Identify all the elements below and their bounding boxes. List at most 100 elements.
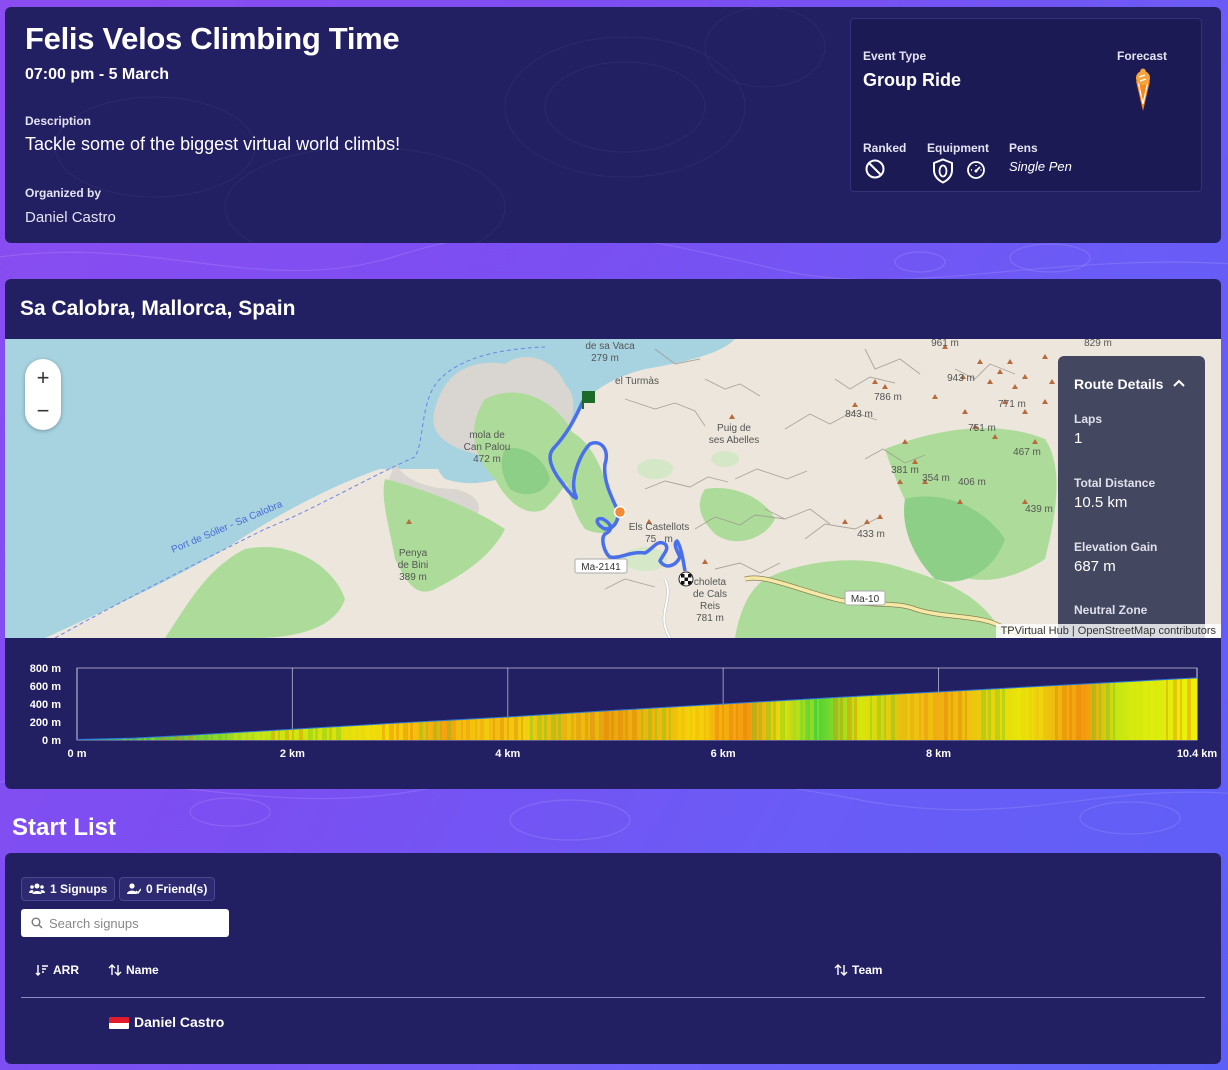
x-tick-label: 6 km [711, 748, 736, 760]
event-title: Felis Velos Climbing Time [25, 21, 400, 56]
elevation-line [76, 677, 1198, 741]
elevation-profile-chart: 800 m 600 m 400 m 200 m 0 m 0 m 2 km 4 km 6 km 8… [30, 663, 1218, 760]
map-label-mola-h: 472 m [473, 454, 501, 465]
signups-badge[interactable]: 1 Signups [21, 877, 116, 901]
x-tick-label: 8 km [926, 748, 951, 760]
x-tick-label: 0 m [68, 748, 87, 760]
map-label-mola: mola de [469, 430, 505, 441]
friends-count: 0 Friend(s) [146, 882, 208, 896]
event-type-label: Event Type [863, 49, 927, 63]
indonesia-flag-icon [109, 1017, 129, 1029]
map-label-354: 354 m [922, 473, 950, 484]
map-label-433: 433 m [857, 529, 885, 540]
laps-value: 1 [1074, 430, 1083, 447]
map-canvas: de sa Vaca 279 m el Turmàs mola de Can P… [5, 339, 1112, 638]
map-label-sa-vaca: de sa Vaca [585, 341, 635, 352]
map-label-786: 786 m [874, 392, 902, 403]
total-distance-value: 10.5 km [1074, 494, 1128, 511]
map-attribution[interactable]: TPVirtual Hub | OpenStreetMap contributo… [995, 624, 1221, 638]
map-label-choleta2: de Cals [693, 589, 727, 600]
sort-descending-icon [35, 965, 48, 976]
map-label-choleta-h: 781 m [696, 613, 724, 624]
y-tick-label: 400 m [30, 699, 61, 711]
start-list-title: Start List [12, 814, 117, 841]
neutral-zone-label: Neutral Zone [1074, 603, 1148, 617]
zoom-out-button[interactable]: − [36, 398, 50, 423]
search-icon [31, 917, 43, 929]
route-map[interactable]: de sa Vaca 279 m el Turmàs mola de Can P… [5, 339, 1221, 638]
y-tick-label: 800 m [30, 663, 61, 675]
gauge-icon [967, 161, 985, 179]
map-label-843: 843 m [845, 409, 873, 420]
start-flag-icon [582, 391, 595, 409]
sort-arr-header[interactable]: ARR [35, 963, 79, 977]
route-location: Sa Calobra, Mallorca, Spain [20, 297, 296, 320]
x-tick-label: 4 km [495, 748, 520, 760]
map-label-castellots-h: 75_ m [645, 534, 673, 545]
ranked-label: Ranked [863, 141, 907, 155]
road-label-ma10: Ma-10 [851, 594, 880, 605]
map-label-penya2: de Bini [398, 560, 429, 571]
rider-name[interactable]: Daniel Castro [134, 1014, 225, 1030]
zoom-in-button[interactable]: + [36, 365, 50, 390]
pens-label: Pens [1009, 141, 1038, 155]
map-label-castellots: Els Castellots [629, 522, 690, 533]
elevation-gain-value: 687 m [1074, 558, 1116, 575]
map-label-961: 961 m [931, 339, 959, 349]
search-signups-box [21, 909, 229, 937]
description-label: Description [25, 114, 92, 128]
equipment-label: Equipment [927, 141, 989, 155]
map-label-771: 771 m [998, 399, 1026, 410]
total-distance-label: Total Distance [1074, 476, 1156, 490]
search-signups-input[interactable] [49, 915, 219, 931]
ice-cream-icon [1136, 68, 1150, 111]
table-row[interactable]: Daniel Castro [21, 1011, 1205, 1037]
table-divider [21, 997, 1205, 998]
y-tick-label: 600 m [30, 681, 61, 693]
finish-flag-icon [678, 571, 694, 587]
elevation-gain-label: Elevation Gain [1074, 540, 1158, 554]
start-list-card: 1 Signups 0 Friend(s) ARR Name [5, 853, 1221, 1064]
sort-team-header[interactable]: Team [834, 963, 882, 977]
chevron-up-icon[interactable] [1172, 378, 1186, 388]
friends-badge[interactable]: 0 Friend(s) [119, 877, 216, 901]
zoom-control: + − [25, 359, 61, 430]
route-details-title[interactable]: Route Details [1074, 376, 1164, 392]
event-info-box: Event Type Group Ride Forecast Ranked Eq… [850, 18, 1202, 192]
pens-value: Single Pen [1009, 159, 1072, 174]
x-tick-label: 2 km [280, 748, 305, 760]
shield-zero-icon [933, 158, 953, 184]
map-label-381: 381 m [891, 465, 919, 476]
not-ranked-icon [865, 159, 885, 179]
y-tick-label: 0 m [42, 735, 61, 747]
organizer-label: Organized by [25, 186, 102, 200]
y-tick-label: 200 m [30, 717, 61, 729]
event-header-card: Felis Velos Climbing Time 07:00 pm - 5 M… [5, 7, 1221, 243]
map-label-829: 829 m [1084, 339, 1112, 349]
map-label-choleta3: Reis [700, 601, 720, 612]
event-datetime: 07:00 pm - 5 March [25, 66, 170, 83]
user-check-icon [127, 883, 141, 895]
map-label-puig2: ses Abelles [709, 435, 760, 446]
sort-arrows-icon [108, 964, 122, 976]
forecast-label: Forecast [1117, 49, 1168, 63]
map-label-406: 406 m [958, 477, 986, 488]
map-label-penya-h: 389 m [399, 572, 427, 583]
map-label-turmas: el Turmàs [615, 376, 659, 387]
map-label-943: 943 m [947, 373, 975, 384]
map-label-439: 439 m [1025, 504, 1053, 515]
route-details-panel: Route Details Laps 1 Total Distance 10.5… [1058, 356, 1205, 638]
map-label-467: 467 m [1013, 447, 1041, 458]
event-description: Tackle some of the biggest virtual world… [25, 134, 401, 154]
sort-name-header[interactable]: Name [108, 963, 159, 977]
laps-label: Laps [1074, 412, 1103, 426]
x-tick-label: 10.4 km [1177, 748, 1218, 760]
map-label-puig: Puig de [717, 423, 751, 434]
signups-count: 1 Signups [50, 882, 108, 896]
route-card: Sa Calobra, Mallorca, Spain [5, 279, 1221, 789]
event-type-value: Group Ride [863, 70, 961, 90]
map-label-sa-vaca-h: 279 m [591, 353, 619, 364]
map-label-choleta: choleta [694, 577, 727, 588]
name-header-label: Name [126, 963, 159, 977]
organizer-name: Daniel Castro [25, 209, 116, 226]
